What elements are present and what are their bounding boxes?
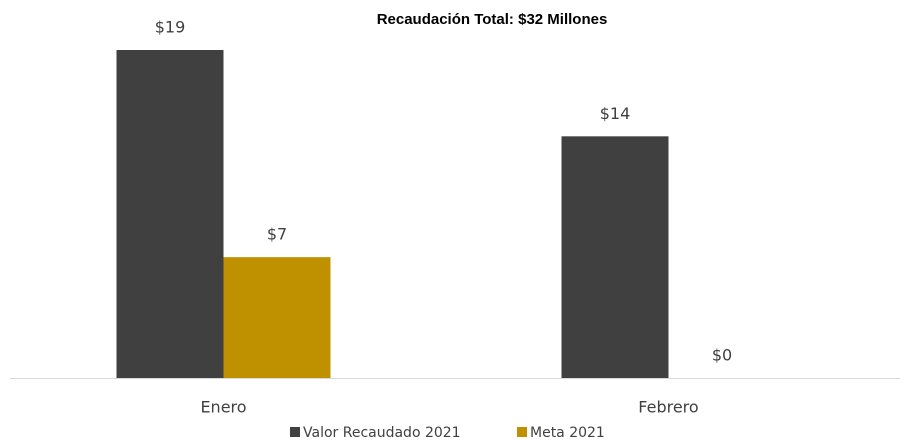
data-label: $0 [712, 346, 732, 365]
legend-label: Valor Recaudado 2021 [303, 425, 461, 440]
legend-swatch [517, 427, 527, 437]
bar [116, 50, 224, 378]
data-label: $7 [267, 225, 287, 244]
x-tick-label: Enero [200, 398, 246, 417]
bar [223, 257, 331, 378]
data-label: $14 [600, 104, 631, 123]
data-label: $19 [155, 18, 186, 37]
legend-swatch [290, 427, 300, 437]
legend-label: Meta 2021 [530, 425, 605, 440]
bar [561, 136, 669, 378]
x-tick-label: Febrero [638, 398, 698, 417]
chart-title: Recaudación Total: $32 Millones [377, 11, 608, 28]
